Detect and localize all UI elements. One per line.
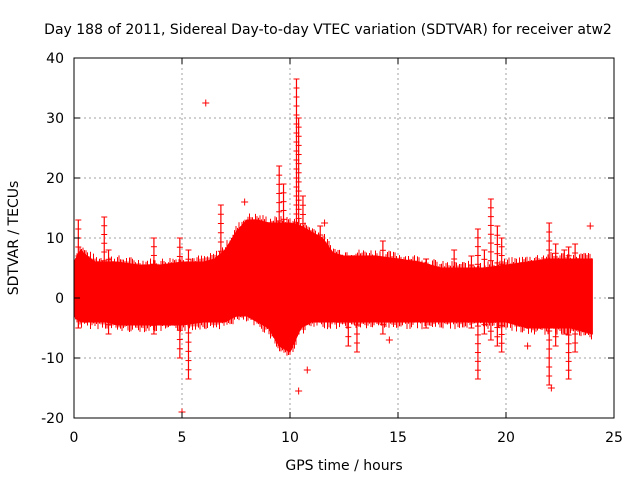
y-tick-label: 30 xyxy=(46,111,64,127)
x-tick-label: 15 xyxy=(389,430,407,446)
x-axis-label: GPS time / hours xyxy=(285,458,402,474)
y-tick-label: 40 xyxy=(46,51,64,67)
y-axis-label: SDTVAR / TECUs xyxy=(6,181,22,296)
y-tick-label: -10 xyxy=(41,351,64,367)
x-tick-label: 20 xyxy=(497,430,515,446)
outlier-point xyxy=(303,366,311,374)
outlier-point xyxy=(524,342,532,350)
outlier-point xyxy=(409,315,417,323)
outlier-point xyxy=(321,219,329,227)
y-tick-label: -20 xyxy=(41,411,64,427)
outlier-point xyxy=(547,384,555,392)
outlier-point xyxy=(202,99,210,107)
chart-title: Day 188 of 2011, Sidereal Day-to-day VTE… xyxy=(44,22,612,38)
x-tick-label: 25 xyxy=(605,430,623,446)
data-series xyxy=(73,78,594,416)
y-tick-label: 0 xyxy=(55,291,64,307)
outlier-point xyxy=(385,336,393,344)
outlier-point xyxy=(295,387,303,395)
y-tick-label: 10 xyxy=(46,231,64,247)
outlier-point xyxy=(241,198,249,206)
axis-ticks: 0 5 10 15 20 25 -20 -10 0 10 20 30 40 xyxy=(41,51,623,446)
x-tick-label: 0 xyxy=(70,430,79,446)
x-tick-label: 10 xyxy=(281,430,299,446)
outlier-point xyxy=(586,222,594,230)
y-tick-label: 20 xyxy=(46,171,64,187)
x-tick-label: 5 xyxy=(178,430,187,446)
